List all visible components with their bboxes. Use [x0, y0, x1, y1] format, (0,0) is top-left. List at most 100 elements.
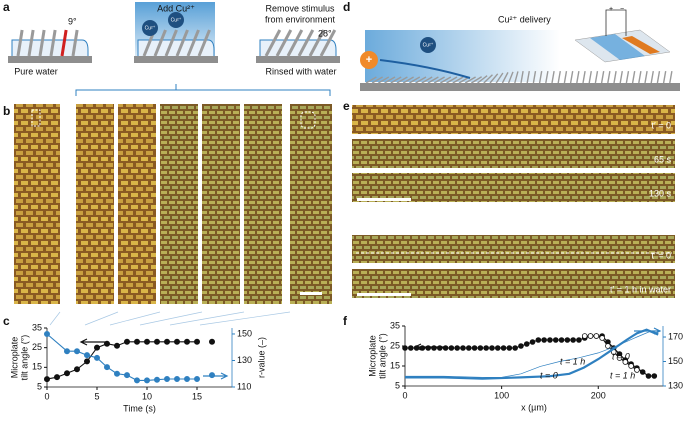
data-point — [74, 366, 81, 373]
connector — [49, 311, 291, 326]
pillar — [656, 71, 661, 84]
data-point — [506, 345, 513, 351]
substrate — [360, 83, 680, 91]
pillar — [409, 76, 421, 84]
data-point — [616, 355, 623, 361]
data-point — [645, 373, 652, 379]
data-point — [208, 372, 215, 379]
data-point — [547, 337, 553, 343]
micrograph — [290, 104, 332, 304]
data-point — [587, 333, 594, 339]
ion-cloud — [365, 30, 560, 82]
condition-label: Rinsed with water — [265, 66, 336, 76]
data-point — [651, 373, 658, 379]
bracket — [75, 84, 331, 96]
data-point — [173, 338, 180, 345]
charge-label: + — [366, 54, 372, 66]
pillar — [186, 29, 200, 57]
data-point — [634, 367, 640, 373]
ion-label: Cu²⁺ — [423, 42, 434, 48]
pillar — [569, 71, 574, 84]
pillar — [538, 71, 543, 84]
data-point — [183, 338, 190, 345]
data-point — [64, 370, 71, 377]
pillar — [452, 76, 464, 84]
data-point — [512, 345, 518, 351]
data-point — [44, 330, 51, 337]
data-point — [558, 337, 565, 343]
time-label: 65 s — [654, 154, 672, 164]
pillar — [153, 29, 167, 57]
highlight — [300, 111, 316, 129]
pillar — [415, 76, 427, 84]
data-point — [153, 338, 160, 345]
panel-label: d — [343, 0, 350, 14]
pillar — [507, 71, 514, 84]
data-point — [448, 345, 455, 351]
data-point — [593, 333, 600, 339]
ion — [142, 20, 158, 36]
micrograph — [244, 104, 282, 304]
data-point — [402, 345, 408, 351]
y-tick-label: 35 — [390, 320, 400, 330]
data-point — [413, 345, 420, 351]
series-line — [405, 330, 659, 378]
data-point — [173, 376, 180, 383]
direction-arrow — [79, 338, 108, 346]
pillar — [477, 75, 488, 84]
data-point — [529, 339, 536, 345]
series-line — [584, 335, 638, 371]
pillar — [489, 73, 499, 84]
data-point — [425, 345, 431, 351]
data-point — [114, 370, 121, 377]
data-point — [494, 345, 501, 351]
micrograph — [352, 105, 675, 134]
pillar — [378, 76, 390, 84]
pillar — [520, 71, 524, 84]
pillar — [371, 76, 383, 84]
panel-label: b — [3, 104, 10, 118]
ion — [168, 12, 184, 28]
pillar — [607, 71, 611, 84]
pillar — [286, 29, 304, 57]
pillar — [275, 29, 293, 57]
device-channel — [590, 34, 645, 60]
data-point — [477, 345, 484, 351]
pillar — [545, 71, 549, 84]
pillar — [644, 71, 648, 84]
y-axis-label: Microplate — [9, 337, 19, 379]
pillar — [483, 74, 493, 84]
data-point — [581, 333, 588, 339]
substrate — [134, 56, 218, 63]
substrate — [8, 56, 92, 63]
data-point — [133, 377, 140, 384]
x-axis-label: x (µm) — [521, 402, 547, 412]
pillar — [264, 29, 282, 57]
annotation: t = 1 h — [560, 356, 585, 366]
y-tick-label: 35 — [32, 322, 42, 332]
pillar — [557, 71, 561, 84]
data-point — [523, 341, 530, 347]
micrograph — [352, 173, 675, 202]
ion — [420, 37, 436, 53]
x-tick-label: 0 — [44, 391, 49, 401]
pillars — [365, 71, 673, 84]
x-tick-label: 0 — [402, 390, 407, 400]
tilt-label: 9° — [68, 16, 77, 26]
data-point — [143, 377, 150, 384]
data-point — [465, 345, 472, 351]
step-label: from environment — [265, 14, 336, 24]
data-point — [599, 335, 605, 341]
pillar — [38, 29, 46, 57]
pillar — [650, 71, 654, 84]
pillar — [619, 71, 623, 84]
x-tick-label: 100 — [494, 390, 509, 400]
data-point — [94, 344, 101, 351]
y-axis-label: Microplate — [367, 335, 377, 377]
pillar — [501, 72, 509, 84]
device-label: Cu²⁺ delivery — [498, 14, 551, 24]
data-point — [64, 348, 71, 355]
pillar — [297, 29, 315, 57]
scale-bar — [300, 292, 322, 295]
